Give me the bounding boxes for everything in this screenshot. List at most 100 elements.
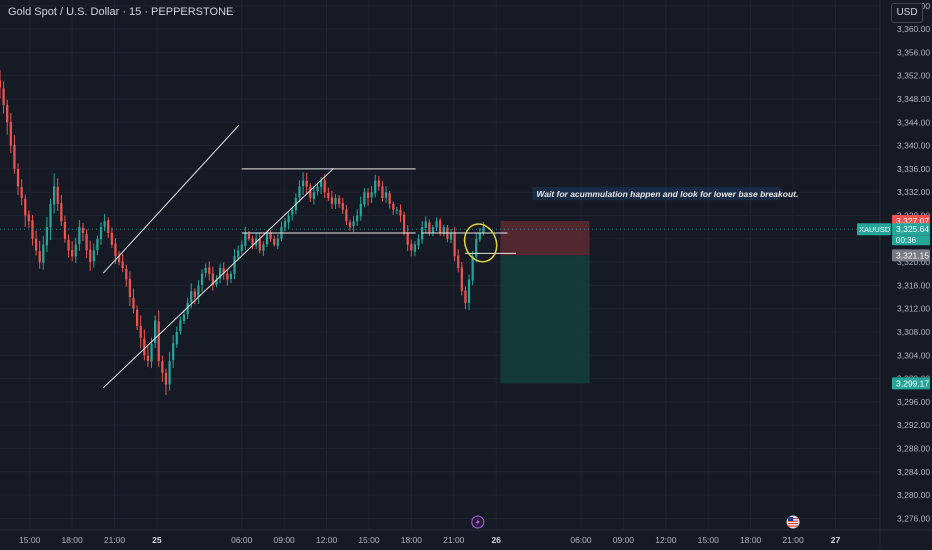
candle-body bbox=[352, 221, 355, 227]
candle-body bbox=[388, 193, 391, 204]
price-label-badge bbox=[892, 223, 930, 236]
candle bbox=[81, 222, 85, 242]
candle-body bbox=[24, 198, 27, 216]
candle-body bbox=[345, 209, 348, 222]
candle bbox=[49, 198, 52, 241]
candle-body bbox=[117, 256, 121, 263]
candle-body bbox=[338, 197, 341, 204]
candle bbox=[374, 174, 377, 198]
candle bbox=[402, 211, 406, 236]
candle bbox=[96, 235, 99, 256]
candle bbox=[327, 187, 330, 201]
candle-body bbox=[258, 239, 261, 251]
candle bbox=[305, 172, 308, 194]
candle-body bbox=[222, 268, 225, 274]
candle-body bbox=[110, 232, 113, 245]
candle bbox=[363, 188, 366, 208]
take-profit-zone bbox=[500, 255, 590, 384]
candle bbox=[16, 163, 20, 196]
time-tick-label: 18:00 bbox=[61, 535, 83, 545]
candle-body bbox=[464, 290, 467, 303]
candle-body bbox=[132, 297, 135, 309]
candle bbox=[251, 235, 254, 250]
candle bbox=[338, 194, 341, 208]
candle bbox=[218, 263, 222, 284]
candle bbox=[193, 288, 196, 305]
candle-body bbox=[92, 250, 95, 262]
candle bbox=[457, 249, 460, 273]
flag-stripe bbox=[788, 520, 799, 522]
candle bbox=[67, 234, 70, 258]
candle-body bbox=[244, 232, 247, 246]
candle bbox=[71, 241, 74, 262]
time-tick-label: 26 bbox=[491, 535, 501, 545]
lightning-icon[interactable] bbox=[471, 515, 485, 529]
time-tick-label: 18:00 bbox=[401, 535, 423, 545]
time-tick-label: 12:00 bbox=[316, 535, 338, 545]
flag-canton bbox=[788, 517, 794, 521]
candle bbox=[92, 243, 95, 268]
candle bbox=[107, 217, 110, 238]
candle bbox=[381, 180, 384, 202]
candle bbox=[359, 196, 362, 221]
time-tick-label: 15:00 bbox=[698, 535, 720, 545]
candle-body bbox=[399, 209, 402, 216]
currency-button[interactable]: USD bbox=[891, 3, 923, 23]
candle-body bbox=[27, 214, 30, 222]
candle bbox=[150, 337, 153, 369]
candle-body bbox=[193, 291, 196, 298]
price-tick-label: 3,348.00 bbox=[897, 94, 930, 104]
candle bbox=[6, 99, 9, 135]
candle bbox=[424, 216, 427, 234]
flag-stripe bbox=[788, 525, 799, 527]
candle bbox=[233, 249, 236, 280]
candle-body bbox=[215, 279, 218, 285]
candle-body bbox=[164, 372, 168, 385]
candle bbox=[13, 135, 16, 174]
candle-body bbox=[363, 192, 366, 205]
candle-body bbox=[6, 104, 9, 123]
candle-body bbox=[283, 221, 287, 228]
candle-body bbox=[186, 302, 189, 315]
price-tick-label: 3,312.00 bbox=[897, 304, 930, 314]
candle bbox=[121, 253, 124, 273]
lightning-icon-bolt bbox=[475, 518, 480, 526]
price-label-text: 3,299.17 bbox=[896, 378, 929, 388]
candle bbox=[132, 288, 135, 314]
candle-body bbox=[154, 320, 157, 343]
annotation-label: Wait for acummulation happen and look fo… bbox=[532, 187, 798, 201]
candle bbox=[269, 230, 272, 243]
candle bbox=[154, 315, 157, 348]
candle bbox=[110, 227, 113, 248]
candle-body bbox=[179, 320, 182, 332]
candle-body bbox=[273, 238, 276, 245]
candle-body bbox=[168, 361, 171, 385]
grid bbox=[0, 0, 880, 530]
price-tick-label: 3,320.00 bbox=[897, 257, 930, 267]
candle-body bbox=[2, 88, 5, 105]
us-flag-icon[interactable] bbox=[786, 515, 800, 529]
candle-body bbox=[323, 180, 326, 193]
candle bbox=[352, 216, 355, 233]
candle bbox=[377, 176, 380, 191]
candle-body bbox=[356, 215, 359, 222]
candle bbox=[410, 239, 413, 257]
candle-body bbox=[402, 214, 406, 233]
candle-body bbox=[53, 186, 56, 205]
candle bbox=[172, 335, 175, 369]
candle-body bbox=[478, 232, 481, 240]
candle-body bbox=[309, 186, 312, 199]
candle bbox=[222, 262, 225, 280]
candle-body bbox=[81, 227, 85, 233]
candle-body bbox=[146, 355, 150, 362]
candle bbox=[323, 174, 326, 198]
candle bbox=[89, 240, 92, 271]
candle-body bbox=[237, 250, 240, 258]
candle bbox=[161, 355, 164, 382]
candle bbox=[356, 209, 359, 226]
candle bbox=[200, 269, 204, 292]
candle bbox=[395, 206, 398, 215]
candle-body bbox=[13, 144, 16, 169]
